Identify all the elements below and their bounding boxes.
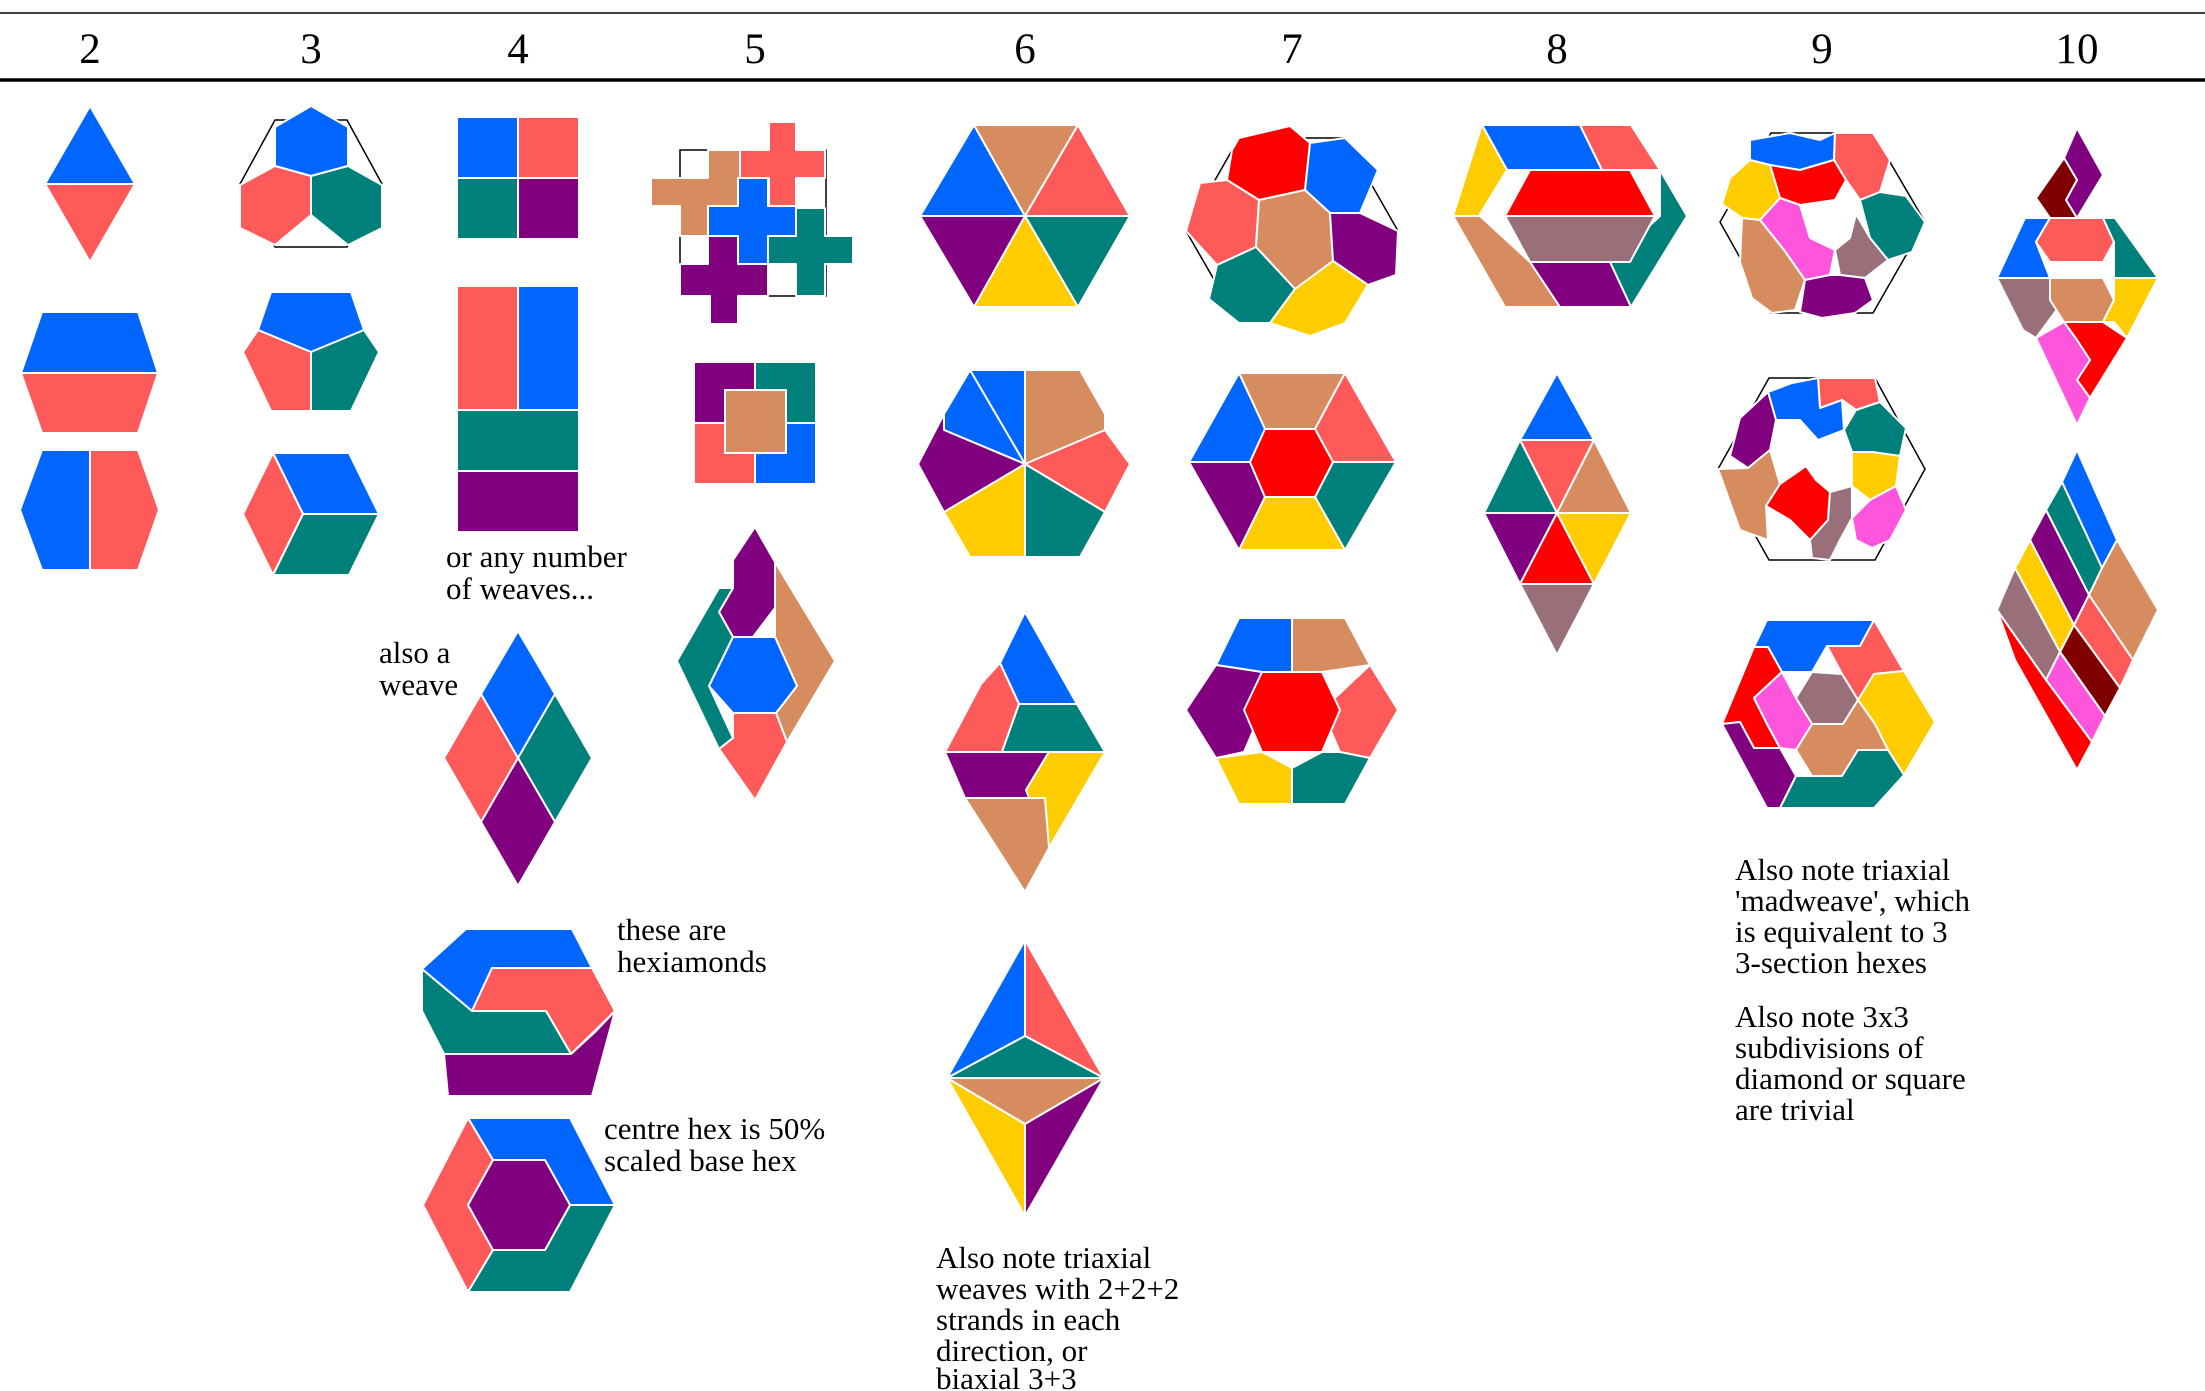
col7-heptagon-hex — [1185, 125, 1399, 337]
col4-hexiamond-hex — [421, 928, 616, 1097]
col10-diamond-1 — [1996, 127, 2159, 426]
col5-diamond-5 — [676, 526, 836, 801]
col2-diamond-2 — [44, 105, 136, 263]
note-also-weave: also a weave — [379, 635, 458, 702]
column-header-6: 6 — [1014, 26, 1036, 73]
col3-cube-hex — [242, 452, 380, 576]
col6-diamond-6 — [944, 611, 1106, 893]
note-madweave: Also note triaxial 'madweave', which is … — [1735, 852, 1978, 980]
col6-hex-triangles — [919, 124, 1131, 308]
column-headers: 2 3 4 5 6 7 8 9 10 — [79, 26, 2098, 73]
column-header-8: 8 — [1546, 26, 1568, 73]
col7-hex-ring-pent — [1185, 617, 1399, 805]
col3-hex-3 — [242, 291, 380, 412]
col4-square-4 — [456, 116, 580, 240]
col9-hex-enneiamond-2 — [1717, 377, 1926, 561]
col2-hex-horizontal-split — [20, 311, 159, 434]
col6-hex-pentagons — [917, 369, 1131, 558]
col4-centre-hex — [422, 1117, 616, 1293]
note-subdivisions: Also note 3x3 subdivisions of diamond or… — [1735, 999, 1973, 1127]
col4-diamond-4 — [443, 630, 593, 887]
col8-hex-8 — [1452, 124, 1688, 308]
col9-hex-madweave — [1721, 619, 1936, 809]
column-header-5: 5 — [744, 26, 766, 73]
col10-diamond-2 — [1996, 449, 2159, 771]
col8-diamond-8 — [1483, 372, 1632, 656]
column-header-2: 2 — [79, 26, 101, 73]
col5-cross-square — [650, 121, 854, 325]
col2-hex-vertical-split — [19, 449, 160, 571]
note-centre-hex: centre hex is 50% scaled base hex — [604, 1111, 833, 1178]
column-header-9: 9 — [1811, 26, 1833, 73]
col9-hex-enneiamond-1 — [1719, 132, 1926, 319]
col5-square-pinwheel — [693, 361, 817, 485]
note-any-number: or any number of weaves... — [446, 539, 635, 606]
col4-rect-weave — [456, 285, 580, 533]
column-header-7: 7 — [1281, 26, 1303, 73]
col3-pentagon-hex — [239, 105, 383, 248]
column-header-4: 4 — [507, 26, 529, 73]
col7-hex-ring-trap — [1188, 372, 1397, 551]
note-hexiamonds: these are hexiamonds — [617, 912, 767, 979]
column-header-3: 3 — [300, 26, 322, 73]
column-header-10: 10 — [2056, 26, 2099, 73]
note-triaxial-222: Also note triaxial weaves with 2+2+2 str… — [936, 1240, 1187, 1391]
col6-triaxial-diamond — [946, 939, 1105, 1217]
